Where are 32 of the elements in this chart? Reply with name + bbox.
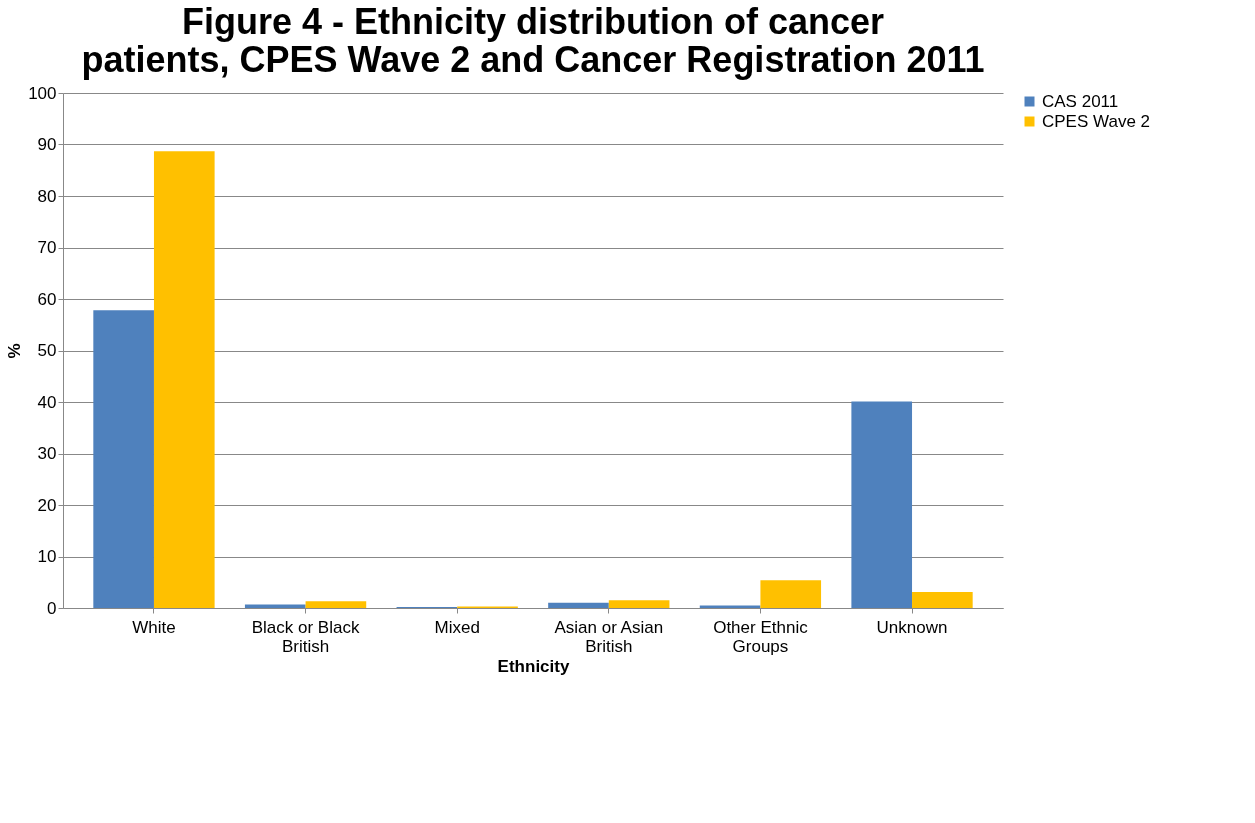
y-tick-label: 60 xyxy=(37,289,57,309)
y-axis-title: % xyxy=(5,343,25,359)
x-tick-label: Asian or Asian British xyxy=(554,617,664,656)
y-tick-label: 50 xyxy=(37,341,57,360)
y-tick-label: 70 xyxy=(37,238,57,257)
legend-label: CPES Wave 2 xyxy=(1042,111,1151,131)
y-tick-label: 0 xyxy=(47,598,57,618)
y-tick-label: 100 xyxy=(28,83,57,103)
bar xyxy=(608,600,670,608)
bar xyxy=(851,401,913,608)
y-tick-label: 20 xyxy=(37,495,57,515)
x-axis-title: Ethnicity xyxy=(497,656,570,676)
y-tick-label: 40 xyxy=(37,392,57,412)
legend-label: CAS 2011 xyxy=(1042,91,1119,111)
bar xyxy=(305,601,367,608)
bar xyxy=(153,151,215,608)
bar xyxy=(548,602,609,608)
y-tick-label: 30 xyxy=(37,444,57,463)
x-tick-label: Mixed xyxy=(434,617,480,637)
bar xyxy=(93,310,154,608)
x-tick-label: Other Ethnic Groups xyxy=(713,617,809,656)
x-tick-label: White xyxy=(132,617,176,637)
bar xyxy=(699,605,761,608)
bar xyxy=(912,592,973,608)
y-tick-label: 90 xyxy=(37,135,57,154)
chart-title: Figure 4 - Ethnicity distribution of cancer patients, CPES Wave 2 and Cancer Registration 2011 xyxy=(81,1,985,80)
bar xyxy=(244,604,306,608)
x-tick-label: Unknown xyxy=(876,617,948,637)
y-tick-label: 10 xyxy=(37,547,57,566)
bar xyxy=(760,580,822,608)
y-tick-label: 80 xyxy=(37,186,57,206)
x-tick-label: Black or Black British xyxy=(251,617,360,656)
